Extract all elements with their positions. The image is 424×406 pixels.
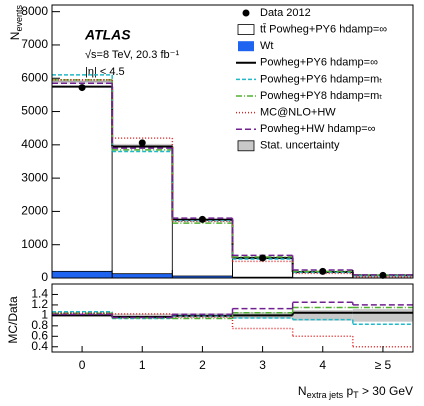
eta-label: |η| < 4.5 xyxy=(85,66,125,78)
y-tick-label: 6000 xyxy=(21,70,48,84)
legend-label: tt̄ Powheg+PY6 hdamp=∞ xyxy=(260,23,387,35)
y-tick-label: 7000 xyxy=(21,37,48,51)
energy-label: √s=8 TeV, 20.3 fb⁻¹ xyxy=(85,49,179,61)
stack-bar xyxy=(111,145,173,275)
ratio-y-tick-label: 0.6 xyxy=(31,328,48,342)
legend-label: Powheg+HW hdamp=∞ xyxy=(260,123,375,135)
label-part: N xyxy=(298,384,307,398)
ratio-y-tick-label: 0.8 xyxy=(31,318,48,332)
label-part: p xyxy=(343,384,353,398)
label-part: N xyxy=(8,32,22,41)
y-tick-label: 1000 xyxy=(21,237,48,251)
y-tick-label: 8000 xyxy=(21,4,48,18)
y-tick-label: 2000 xyxy=(21,204,48,218)
ratio-stat-band xyxy=(352,309,413,322)
ratio-y-tick-label: 1.2 xyxy=(31,297,48,311)
y-tick-label: 5000 xyxy=(21,104,48,118)
ratio-stat-band xyxy=(112,313,173,317)
x-tick-label: 0 xyxy=(79,358,86,372)
legend-swatch xyxy=(238,41,254,52)
x-tick-label: 4 xyxy=(319,358,326,372)
y-tick-label: 3000 xyxy=(21,170,48,184)
stack-bar xyxy=(171,219,233,277)
legend-label: Powheg+PY8 hdamp=mₜ xyxy=(260,90,383,102)
y-tick-label: 0 xyxy=(41,270,48,284)
x-tick-label: 3 xyxy=(259,358,266,372)
data-point xyxy=(379,271,387,279)
legend-label: MC@NLO+HW xyxy=(260,107,336,119)
label-part: events xyxy=(14,5,24,32)
ratio-y-label: MC/Data xyxy=(6,296,20,344)
y-axis-label: Nevents xyxy=(8,5,24,41)
stack-bar xyxy=(51,81,113,272)
legend-label: Stat. uncertainty xyxy=(260,140,340,152)
legend-label: Powheg+PY6 hdamp=∞ xyxy=(260,57,378,69)
stat-band xyxy=(52,79,113,84)
data-point xyxy=(319,267,327,275)
stack-bar xyxy=(172,276,233,278)
x-axis-label: Nextra jets pT > 30 GeV xyxy=(298,384,413,400)
legend-label: Powheg+PY6 hdamp=mₜ xyxy=(260,73,383,85)
x-tick-label: ≥ 5 xyxy=(375,358,392,372)
x-tick-label: 1 xyxy=(139,358,146,372)
ratio-y-tick-label: 1 xyxy=(41,308,48,322)
label-part: > 30 GeV xyxy=(359,384,413,398)
data-point xyxy=(138,139,146,147)
data-point xyxy=(259,254,267,262)
legend-swatch xyxy=(237,24,255,36)
x-tick-label: 2 xyxy=(199,358,206,372)
legend-swatch xyxy=(237,140,255,152)
legend-marker xyxy=(242,9,250,17)
ratio-y-tick-label: 1.4 xyxy=(31,287,48,301)
ratio-stat-band xyxy=(292,310,353,321)
stack-bar xyxy=(112,273,173,278)
ratio-frame xyxy=(51,283,414,353)
label-part: T xyxy=(353,390,359,400)
stack-bar xyxy=(52,271,113,278)
label-part: extra jets xyxy=(307,390,344,400)
legend-label: Data 2012 xyxy=(260,7,311,19)
legend-label: Wt xyxy=(260,40,273,52)
atlas-label: ATLAS xyxy=(84,27,131,43)
y-tick-label: 4000 xyxy=(21,137,48,151)
ratio-y-tick-label: 0.4 xyxy=(31,339,48,353)
data-point xyxy=(78,84,86,92)
data-point xyxy=(198,215,206,223)
